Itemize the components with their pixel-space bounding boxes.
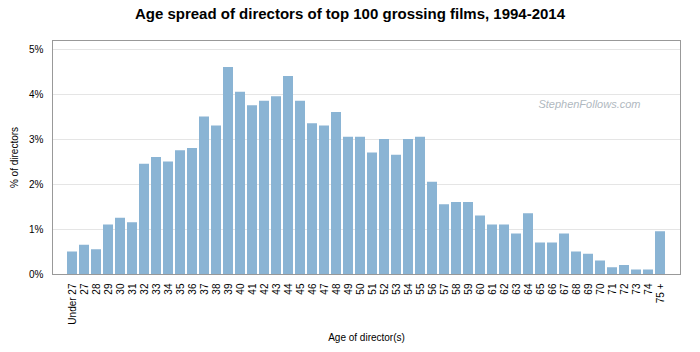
svg-text:64: 64 [523, 283, 534, 295]
svg-text:67: 67 [559, 283, 570, 295]
svg-text:72: 72 [619, 283, 630, 295]
svg-text:49: 49 [343, 283, 354, 295]
svg-text:% of directors: % of directors [9, 127, 20, 188]
svg-text:31: 31 [127, 283, 138, 295]
svg-text:3%: 3% [29, 134, 44, 145]
svg-text:34: 34 [163, 283, 174, 295]
svg-text:60: 60 [475, 283, 486, 295]
svg-text:71: 71 [607, 283, 618, 295]
svg-text:0%: 0% [29, 269, 44, 280]
svg-text:2%: 2% [29, 179, 44, 190]
svg-text:62: 62 [499, 283, 510, 295]
svg-text:28: 28 [91, 283, 102, 295]
svg-text:48: 48 [331, 283, 342, 295]
svg-text:65: 65 [535, 283, 546, 295]
svg-text:39: 39 [223, 283, 234, 295]
svg-text:53: 53 [391, 283, 402, 295]
svg-text:52: 52 [379, 283, 390, 295]
svg-text:75 +: 75 + [655, 283, 666, 303]
svg-text:33: 33 [151, 283, 162, 295]
svg-text:74: 74 [643, 283, 654, 295]
svg-text:50: 50 [355, 283, 366, 295]
html-text:Age spread of directors of top: Age spread of directors of top 100 gross… [134, 5, 566, 22]
svg-text:54: 54 [403, 283, 414, 295]
svg-text:59: 59 [463, 283, 474, 295]
svg-text:66: 66 [547, 283, 558, 295]
svg-text:55: 55 [415, 283, 426, 295]
svg-text:42: 42 [259, 283, 270, 295]
svg-text:1%: 1% [29, 224, 44, 235]
svg-text:40: 40 [235, 283, 246, 295]
svg-text:30: 30 [115, 283, 126, 295]
svg-text:70: 70 [595, 283, 606, 295]
svg-text:StephenFollows.com: StephenFollows.com [538, 98, 640, 110]
svg-text:36: 36 [187, 283, 198, 295]
svg-text:73: 73 [631, 283, 642, 295]
svg-text:57: 57 [439, 283, 450, 295]
svg-text:47: 47 [319, 283, 330, 295]
svg-text:45: 45 [295, 283, 306, 295]
svg-text:63: 63 [511, 283, 522, 295]
svg-text:38: 38 [211, 283, 222, 295]
svg-text:41: 41 [247, 283, 258, 295]
svg-text:56: 56 [427, 283, 438, 295]
svg-text:35: 35 [175, 283, 186, 295]
svg-text:68: 68 [571, 283, 582, 295]
svg-text:58: 58 [451, 283, 462, 295]
svg-text:69: 69 [583, 283, 594, 295]
svg-text:43: 43 [271, 283, 282, 295]
svg-text:5%: 5% [29, 44, 44, 55]
svg-text:29: 29 [103, 283, 114, 295]
svg-text:32: 32 [139, 283, 150, 295]
svg-text:51: 51 [367, 283, 378, 295]
svg-text:46: 46 [307, 283, 318, 295]
svg-text:61: 61 [487, 283, 498, 295]
svg-text:Under 27: Under 27 [67, 283, 78, 325]
svg-text:Age of director(s): Age of director(s) [328, 332, 405, 343]
svg-text:44: 44 [283, 283, 294, 295]
svg-text:27: 27 [79, 283, 90, 295]
svg-text:37: 37 [199, 283, 210, 295]
svg-text:4%: 4% [29, 89, 44, 100]
